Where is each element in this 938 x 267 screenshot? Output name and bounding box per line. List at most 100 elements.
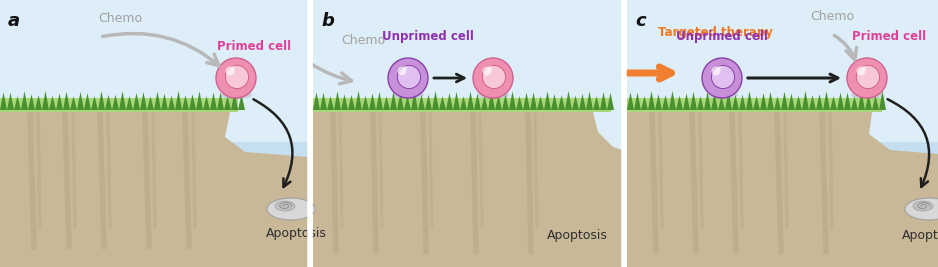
Polygon shape bbox=[837, 93, 844, 110]
Polygon shape bbox=[105, 95, 112, 110]
Text: Chemo: Chemo bbox=[809, 10, 855, 23]
Polygon shape bbox=[14, 96, 21, 110]
Bar bbox=[603, 172, 622, 267]
Ellipse shape bbox=[392, 91, 424, 99]
Polygon shape bbox=[63, 92, 70, 110]
Bar bbox=[225, 142, 308, 267]
Polygon shape bbox=[607, 93, 614, 110]
Circle shape bbox=[847, 58, 887, 98]
Polygon shape bbox=[418, 95, 425, 110]
Polygon shape bbox=[238, 94, 245, 110]
Bar bbox=[627, 98, 882, 112]
Polygon shape bbox=[627, 92, 634, 110]
Polygon shape bbox=[481, 96, 488, 110]
Polygon shape bbox=[634, 93, 641, 110]
Text: b: b bbox=[321, 12, 334, 30]
Polygon shape bbox=[376, 92, 383, 110]
Polygon shape bbox=[348, 95, 355, 110]
Polygon shape bbox=[397, 93, 404, 110]
Polygon shape bbox=[558, 95, 565, 110]
Circle shape bbox=[856, 66, 866, 75]
Polygon shape bbox=[572, 96, 579, 110]
Polygon shape bbox=[334, 91, 341, 110]
Polygon shape bbox=[161, 93, 168, 110]
Bar bbox=[313, 98, 611, 112]
Circle shape bbox=[856, 65, 880, 89]
Polygon shape bbox=[865, 94, 872, 110]
Polygon shape bbox=[760, 93, 767, 110]
Polygon shape bbox=[203, 96, 210, 110]
Circle shape bbox=[717, 66, 721, 70]
Polygon shape bbox=[823, 91, 830, 110]
Polygon shape bbox=[879, 91, 886, 110]
Polygon shape bbox=[579, 94, 586, 110]
Bar bbox=[0, 0, 308, 267]
Polygon shape bbox=[217, 92, 224, 110]
Circle shape bbox=[702, 58, 742, 98]
Polygon shape bbox=[600, 92, 607, 110]
Polygon shape bbox=[189, 94, 196, 110]
Polygon shape bbox=[210, 93, 217, 110]
Polygon shape bbox=[411, 91, 418, 110]
Bar bbox=[0, 98, 238, 112]
Polygon shape bbox=[231, 91, 238, 110]
Text: Primed cell: Primed cell bbox=[852, 30, 926, 43]
Circle shape bbox=[388, 58, 428, 98]
Ellipse shape bbox=[706, 91, 738, 99]
Polygon shape bbox=[802, 91, 809, 110]
Polygon shape bbox=[175, 91, 182, 110]
Polygon shape bbox=[495, 95, 502, 110]
Polygon shape bbox=[467, 92, 474, 110]
Circle shape bbox=[398, 66, 406, 75]
Polygon shape bbox=[844, 92, 851, 110]
Polygon shape bbox=[711, 93, 718, 110]
Polygon shape bbox=[98, 91, 105, 110]
Polygon shape bbox=[182, 95, 189, 110]
Polygon shape bbox=[168, 96, 175, 110]
Text: Unprimed cell: Unprimed cell bbox=[382, 30, 474, 43]
Polygon shape bbox=[126, 96, 133, 110]
Polygon shape bbox=[0, 112, 308, 267]
Polygon shape bbox=[565, 91, 572, 110]
Circle shape bbox=[488, 66, 492, 70]
Circle shape bbox=[402, 66, 407, 70]
Circle shape bbox=[473, 58, 513, 98]
Polygon shape bbox=[516, 96, 523, 110]
Circle shape bbox=[711, 65, 734, 89]
Polygon shape bbox=[474, 93, 481, 110]
Polygon shape bbox=[627, 112, 938, 267]
Polygon shape bbox=[809, 95, 816, 110]
Text: Targeted therapy: Targeted therapy bbox=[658, 26, 772, 39]
Polygon shape bbox=[49, 96, 56, 110]
Polygon shape bbox=[77, 92, 84, 110]
Polygon shape bbox=[154, 92, 161, 110]
Polygon shape bbox=[683, 93, 690, 110]
Polygon shape bbox=[655, 94, 662, 110]
Polygon shape bbox=[669, 91, 676, 110]
Polygon shape bbox=[21, 91, 28, 110]
Polygon shape bbox=[781, 92, 788, 110]
Polygon shape bbox=[753, 96, 760, 110]
Polygon shape bbox=[795, 96, 802, 110]
Polygon shape bbox=[523, 93, 530, 110]
Polygon shape bbox=[91, 96, 98, 110]
Polygon shape bbox=[851, 96, 858, 110]
Polygon shape bbox=[530, 92, 537, 110]
Bar bbox=[627, 0, 938, 267]
Circle shape bbox=[231, 66, 235, 70]
Polygon shape bbox=[70, 96, 77, 110]
Circle shape bbox=[482, 66, 492, 75]
Text: c: c bbox=[635, 12, 645, 30]
Ellipse shape bbox=[220, 91, 252, 99]
Polygon shape bbox=[112, 95, 119, 110]
Bar bbox=[313, 0, 622, 267]
Polygon shape bbox=[0, 92, 7, 110]
Polygon shape bbox=[551, 94, 558, 110]
Polygon shape bbox=[453, 92, 460, 110]
Text: Primed cell: Primed cell bbox=[217, 40, 291, 53]
Polygon shape bbox=[119, 91, 126, 110]
Polygon shape bbox=[313, 92, 320, 110]
Polygon shape bbox=[648, 91, 655, 110]
Polygon shape bbox=[662, 95, 669, 110]
Polygon shape bbox=[690, 92, 697, 110]
